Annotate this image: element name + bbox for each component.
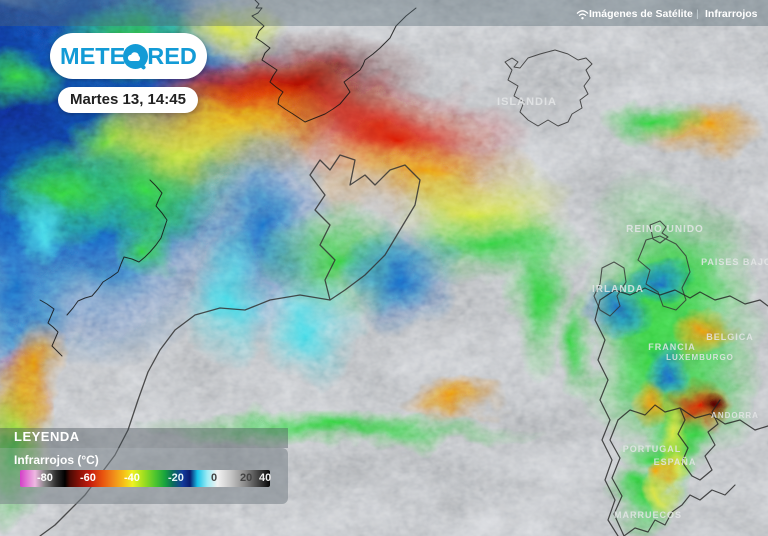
svg-text:BELGICA: BELGICA [706,332,754,342]
svg-text:IRLANDA: IRLANDA [592,284,644,295]
svg-text:PORTUGAL: PORTUGAL [623,444,682,454]
svg-text:ISLANDIA: ISLANDIA [497,96,557,108]
svg-text:ANDORRA: ANDORRA [711,411,759,420]
svg-text:ESPAÑA: ESPAÑA [654,457,697,467]
svg-text:MARRUECOS: MARRUECOS [614,510,682,520]
svg-text:REINO UNIDO: REINO UNIDO [626,224,704,235]
svg-text:PAISES BAJOS: PAISES BAJOS [701,257,768,267]
svg-text:FRANCIA: FRANCIA [648,342,696,352]
svg-text:LUXEMBURGO: LUXEMBURGO [666,353,734,362]
